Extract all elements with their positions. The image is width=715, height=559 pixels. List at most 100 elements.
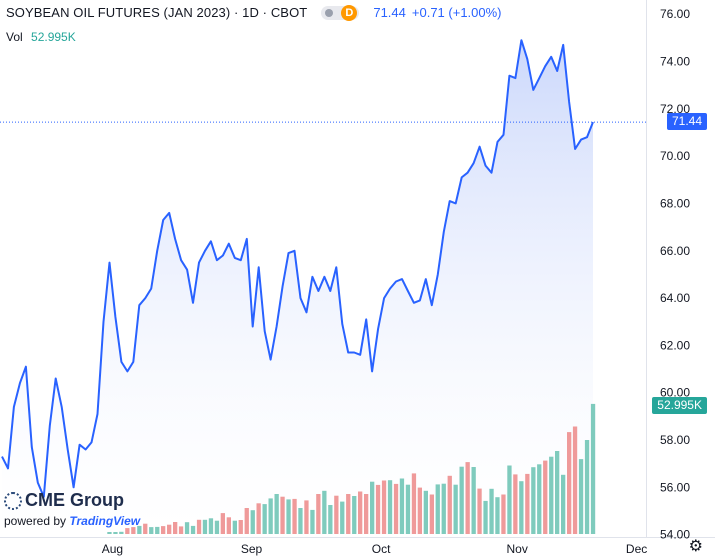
y-tick-label: 64.00 <box>660 291 690 305</box>
x-tick-label: Nov <box>507 542 528 556</box>
volume-bar <box>280 496 285 534</box>
volume-bar <box>364 494 369 534</box>
price-axis-badge: 71.44 <box>666 113 707 131</box>
volume-bar <box>256 503 261 534</box>
y-tick-label: 66.00 <box>660 244 690 258</box>
volume-label: Vol <box>6 30 23 44</box>
y-tick-label: 72.00 <box>660 102 690 116</box>
volume-bar <box>447 475 452 534</box>
y-tick-label: 58.00 <box>660 433 690 447</box>
volume-bar <box>328 505 333 534</box>
x-tick-label: Aug <box>102 542 123 556</box>
volume-bar <box>202 519 208 534</box>
powered-text: powered by <box>4 514 67 528</box>
volume-bar <box>286 499 291 534</box>
volume-bar <box>525 473 530 534</box>
volume-bar <box>155 526 160 534</box>
volume-bar <box>214 520 220 534</box>
volume-bar <box>262 504 267 534</box>
volume-bar <box>119 531 124 534</box>
volume-bar <box>572 426 578 534</box>
volume-bar <box>149 527 154 534</box>
volume-bar <box>519 481 524 534</box>
volume-bar <box>417 487 422 534</box>
volume-bar <box>322 490 327 534</box>
volume-bar <box>316 494 321 534</box>
volume-bar <box>250 510 255 534</box>
volume-bar <box>131 527 136 534</box>
volume-bar <box>346 494 351 534</box>
chart-header: SOYBEAN OIL FUTURES (JAN 2023) · 1D · CB… <box>6 4 502 21</box>
volume-bar <box>352 496 357 534</box>
volume-bar <box>113 532 118 534</box>
x-tick-label: Dec <box>626 542 647 556</box>
volume-bar <box>238 520 243 534</box>
volume-bar <box>173 522 178 534</box>
gear-icon[interactable]: ⚙ <box>688 538 703 555</box>
volume-bar <box>465 462 470 534</box>
y-tick-label: 70.00 <box>660 149 690 163</box>
y-tick-label: 54.00 <box>660 528 690 542</box>
volume-bar <box>178 526 184 534</box>
volume-bar <box>549 456 554 534</box>
company-name: CME Group <box>25 490 124 510</box>
volume-bar <box>208 518 214 534</box>
volume-bar <box>507 465 512 534</box>
data-mode-toggle[interactable]: D <box>321 4 360 21</box>
y-tick-label: 68.00 <box>660 196 690 210</box>
y-tick-label: 56.00 <box>660 480 690 494</box>
volume-bar <box>226 517 231 534</box>
powered-by: powered by TradingView <box>4 514 140 528</box>
volume-axis-badge: 52.995K <box>652 396 707 414</box>
volume-legend[interactable]: Vol 52.995K <box>6 30 76 44</box>
volume-bar <box>340 501 345 534</box>
volume-bar <box>423 490 428 534</box>
volume-bar <box>232 520 237 534</box>
price-area-fill <box>2 40 593 537</box>
volume-bar <box>161 526 166 534</box>
x-tick-label: Oct <box>372 542 391 556</box>
volume-bar <box>399 478 405 534</box>
volume-bar <box>125 528 130 534</box>
toggle-off-knob <box>325 8 334 17</box>
volume-bar <box>435 484 440 534</box>
tradingview-logo: TradingView <box>69 514 141 528</box>
volume-bar <box>411 473 417 534</box>
volume-bar <box>387 480 393 534</box>
volume-bar <box>555 451 560 534</box>
volume-bar <box>531 467 536 534</box>
volume-bar <box>304 500 309 534</box>
volume-bar <box>358 491 363 534</box>
y-tick-label: 74.00 <box>660 55 690 69</box>
branding[interactable]: CME Group powered by TradingView <box>4 490 140 528</box>
volume-bar <box>137 525 142 534</box>
volume-bar <box>429 494 434 534</box>
volume-bar <box>441 483 446 534</box>
volume-value: 52.995K <box>31 30 76 44</box>
volume-bar <box>590 403 596 534</box>
volume-bar <box>561 474 566 534</box>
volume-bar <box>453 484 458 534</box>
y-tick-label: 60.00 <box>660 386 690 400</box>
volume-bar <box>543 460 548 534</box>
volume-bar <box>381 480 387 534</box>
delayed-badge: D <box>341 4 358 21</box>
volume-bar <box>298 508 303 534</box>
volume-bar <box>501 494 506 534</box>
volume-bar <box>143 523 148 534</box>
volume-bar <box>334 495 339 534</box>
volume-bar <box>567 432 572 534</box>
volume-bar <box>477 488 482 534</box>
symbol-title[interactable]: SOYBEAN OIL FUTURES (JAN 2023) · 1D · CB… <box>6 5 308 20</box>
volume-bar <box>495 497 500 534</box>
last-price: 71.44 <box>373 5 406 20</box>
volume-bar <box>471 467 476 534</box>
volume-bar <box>167 524 172 534</box>
volume-bar <box>459 466 464 534</box>
volume-bar <box>393 483 399 534</box>
price-line <box>1 39 594 498</box>
volume-bar <box>370 481 375 534</box>
cme-logo: CME Group <box>4 490 140 511</box>
volume-bar <box>375 484 381 534</box>
